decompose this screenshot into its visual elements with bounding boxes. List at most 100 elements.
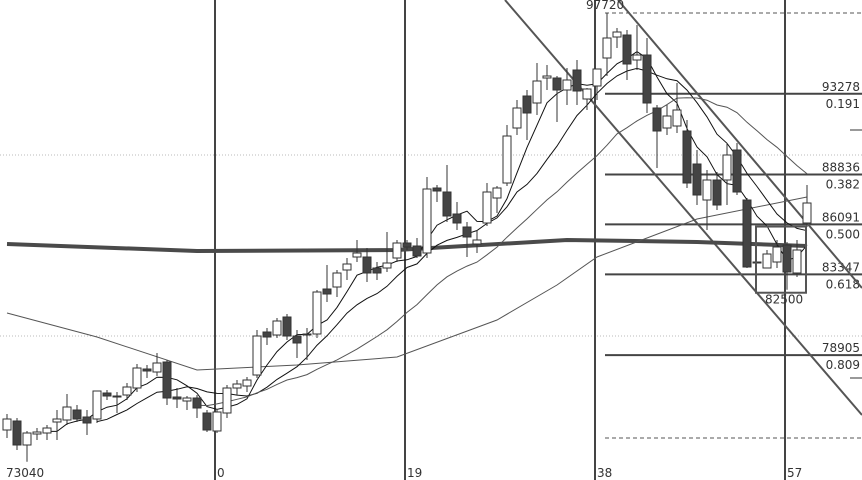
- moving-averages: [6, 50, 808, 432]
- candle[interactable]: [582, 88, 592, 110]
- candle[interactable]: [232, 380, 242, 395]
- candle[interactable]: [782, 242, 792, 290]
- candle[interactable]: [672, 83, 682, 133]
- candle[interactable]: [72, 405, 82, 422]
- candle-body-up: [802, 202, 812, 224]
- candle-body-down: [742, 199, 752, 268]
- candle[interactable]: [182, 396, 192, 410]
- candle[interactable]: [462, 222, 472, 257]
- candle[interactable]: [422, 177, 432, 258]
- candle[interactable]: [682, 120, 692, 188]
- candle[interactable]: [372, 262, 382, 280]
- candle-body-up: [52, 418, 62, 423]
- candle[interactable]: [282, 314, 292, 340]
- candle[interactable]: [432, 185, 442, 202]
- right-ticks: [850, 129, 862, 379]
- candle[interactable]: [92, 390, 102, 423]
- candle[interactable]: [472, 230, 482, 253]
- candle-body-up: [382, 262, 392, 269]
- candle[interactable]: [622, 30, 632, 80]
- candle[interactable]: [332, 270, 342, 297]
- candle[interactable]: [262, 328, 272, 345]
- channel-upper-line[interactable]: [617, 0, 862, 289]
- candle[interactable]: [22, 431, 32, 462]
- candle[interactable]: [412, 238, 422, 258]
- channel-lower-line[interactable]: [504, 0, 862, 416]
- candle[interactable]: [392, 240, 402, 262]
- candle[interactable]: [212, 410, 222, 433]
- candle[interactable]: [242, 377, 252, 392]
- candle[interactable]: [632, 25, 642, 70]
- candle[interactable]: [202, 410, 212, 432]
- candle-body-up: [702, 179, 712, 201]
- candle[interactable]: [2, 414, 12, 438]
- candle-body-up: [582, 88, 592, 100]
- candle[interactable]: [792, 240, 802, 277]
- candle[interactable]: [122, 383, 132, 400]
- candle[interactable]: [762, 250, 772, 269]
- candle[interactable]: [522, 90, 532, 140]
- candle[interactable]: [62, 394, 72, 425]
- candle[interactable]: [222, 385, 232, 418]
- candle[interactable]: [322, 265, 332, 302]
- candle[interactable]: [742, 198, 752, 268]
- candle[interactable]: [142, 365, 152, 378]
- candle[interactable]: [352, 240, 362, 262]
- candle[interactable]: [772, 240, 782, 268]
- candle[interactable]: [42, 425, 52, 440]
- candle[interactable]: [382, 232, 392, 272]
- candle-body-up: [672, 109, 682, 127]
- candle-body-up: [122, 386, 132, 396]
- low-box[interactable]: [755, 225, 807, 294]
- candle[interactable]: [642, 38, 652, 113]
- candle[interactable]: [312, 290, 322, 338]
- candle[interactable]: [612, 28, 622, 48]
- candle[interactable]: [542, 65, 552, 90]
- candle[interactable]: [32, 428, 42, 440]
- candle[interactable]: [272, 318, 282, 338]
- candle[interactable]: [192, 395, 202, 418]
- candle[interactable]: [172, 388, 182, 408]
- candle[interactable]: [692, 150, 702, 205]
- candle-body-down: [642, 54, 652, 104]
- candle[interactable]: [722, 143, 732, 205]
- candle-body-up: [352, 252, 362, 258]
- candle[interactable]: [112, 392, 122, 413]
- candle[interactable]: [442, 165, 452, 222]
- candle[interactable]: [402, 240, 412, 250]
- candle[interactable]: [342, 258, 352, 280]
- candle[interactable]: [12, 418, 22, 450]
- candle-body-up: [32, 431, 42, 435]
- fib-ratio-label: 0.618: [826, 277, 860, 291]
- candle[interactable]: [732, 143, 742, 195]
- candle[interactable]: [452, 202, 462, 230]
- candle[interactable]: [532, 63, 542, 115]
- candle[interactable]: [602, 13, 612, 76]
- candle[interactable]: [102, 390, 112, 400]
- candle[interactable]: [492, 186, 502, 213]
- candle[interactable]: [552, 76, 562, 122]
- candle[interactable]: [802, 185, 812, 227]
- candle[interactable]: [52, 410, 62, 440]
- candle[interactable]: [302, 328, 312, 360]
- candle[interactable]: [362, 248, 372, 282]
- candle[interactable]: [512, 100, 522, 135]
- candle[interactable]: [662, 105, 672, 135]
- candle[interactable]: [162, 360, 172, 405]
- candle[interactable]: [572, 60, 582, 105]
- candle[interactable]: [562, 68, 572, 105]
- vertical-marker-label: 19: [407, 466, 422, 480]
- candle[interactable]: [292, 330, 302, 358]
- candle[interactable]: [252, 330, 262, 378]
- candle[interactable]: [712, 172, 722, 210]
- candle[interactable]: [702, 170, 712, 230]
- candle[interactable]: [132, 364, 142, 392]
- candle[interactable]: [652, 105, 662, 168]
- candle[interactable]: [152, 353, 162, 376]
- candle[interactable]: [502, 125, 512, 186]
- candle[interactable]: [482, 183, 492, 226]
- candle[interactable]: [82, 410, 92, 435]
- candle[interactable]: [592, 68, 602, 100]
- candle-body-down: [522, 95, 532, 114]
- candle-body-down: [262, 331, 272, 338]
